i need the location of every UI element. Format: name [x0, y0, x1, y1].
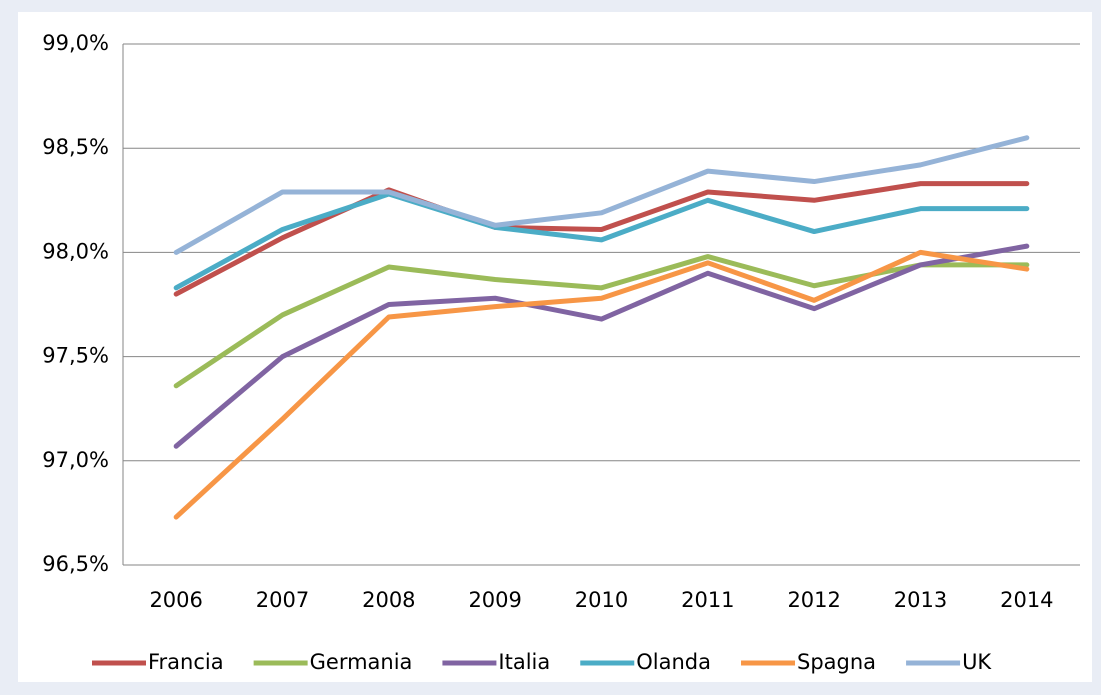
legend-label: Olanda	[636, 650, 711, 674]
line-series	[173, 135, 1030, 255]
x-tick-label: 2007	[256, 588, 309, 612]
x-tick-label: 2009	[468, 588, 521, 612]
x-tick-label: 2010	[575, 588, 628, 612]
legend-label: Francia	[148, 650, 224, 674]
line-series	[173, 243, 1030, 449]
y-tick-label: 97,0%	[42, 448, 109, 472]
line-series	[173, 254, 1030, 389]
y-tick-label: 97,5%	[42, 344, 109, 368]
y-tick-label: 98,0%	[42, 239, 109, 263]
x-tick-label: 2014	[1000, 588, 1053, 612]
line-series	[173, 181, 1030, 297]
line-series	[173, 249, 1030, 520]
legend-label: UK	[962, 650, 992, 674]
line-series	[173, 191, 1030, 291]
legend-label: Spagna	[797, 650, 876, 674]
x-tick-label: 2006	[149, 588, 202, 612]
y-tick-label: 96,5%	[42, 552, 109, 576]
legend-label: Germania	[310, 650, 413, 674]
x-tick-label: 2008	[362, 588, 415, 612]
legend-label: Italia	[498, 650, 550, 674]
x-tick-label: 2011	[681, 588, 734, 612]
x-tick-label: 2012	[787, 588, 840, 612]
y-tick-label: 99,0%	[42, 31, 109, 55]
y-tick-label: 98,5%	[42, 135, 109, 159]
chart-panel	[18, 12, 1092, 682]
x-tick-label: 2013	[894, 588, 947, 612]
